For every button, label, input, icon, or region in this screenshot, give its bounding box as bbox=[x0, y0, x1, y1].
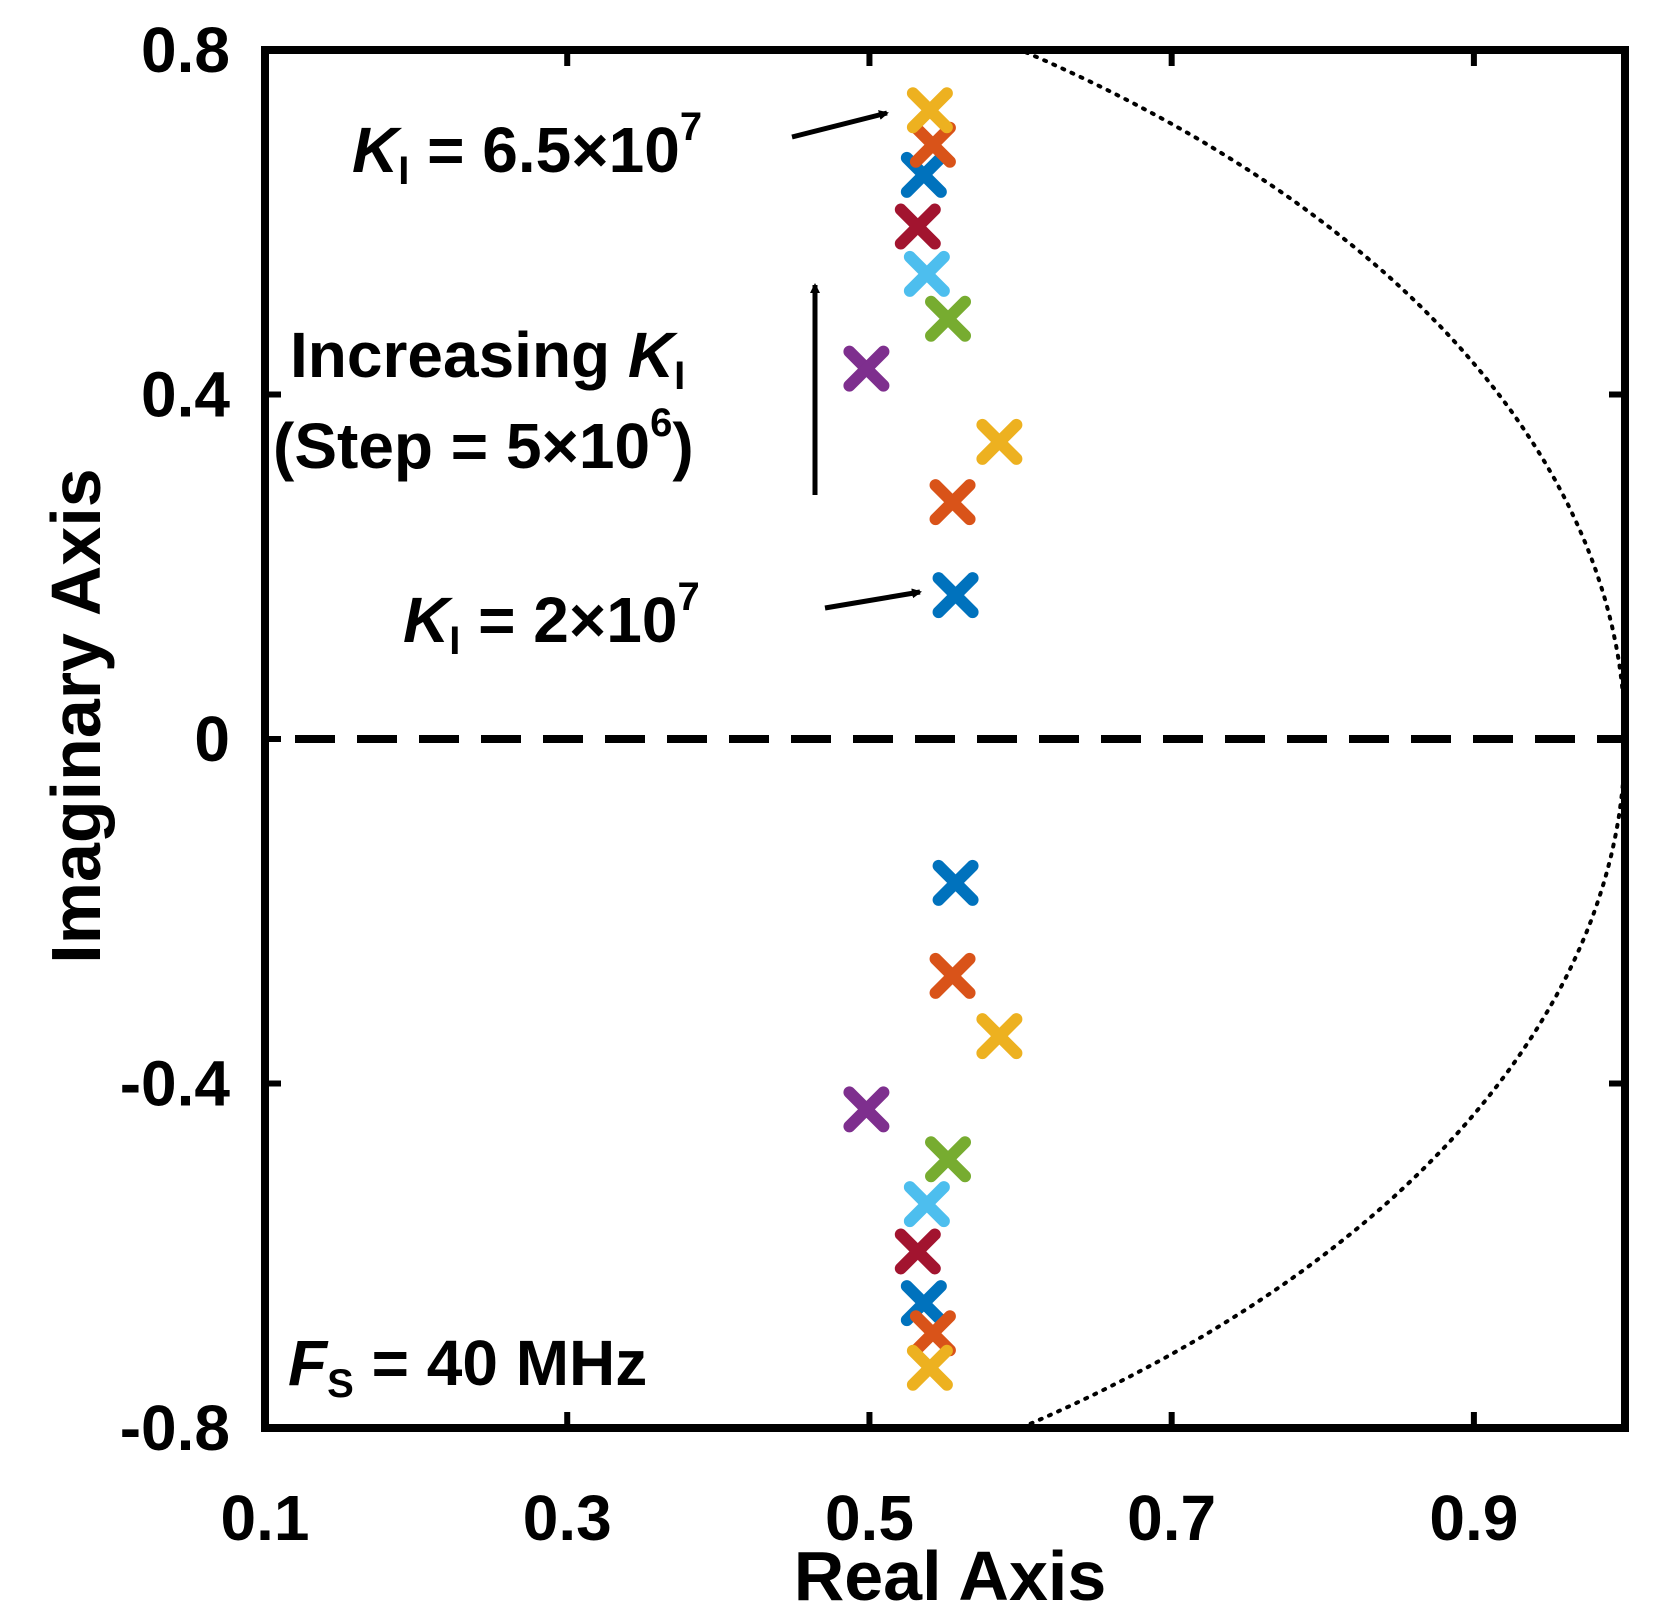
pole-marker bbox=[925, 1136, 972, 1183]
y-tick-label: -0.4 bbox=[120, 1048, 231, 1120]
pole-marker bbox=[903, 1181, 950, 1228]
annotation-increasing-line1: Increasing KI bbox=[290, 319, 685, 398]
x-tick-label: 0.3 bbox=[523, 1482, 612, 1554]
y-tick-label: 0 bbox=[194, 703, 230, 775]
x-tick-labels: 0.1 0.3 0.5 0.7 0.9 bbox=[221, 1482, 1519, 1554]
pole-marker bbox=[843, 345, 890, 392]
pole-marker bbox=[894, 203, 941, 250]
pole-marker bbox=[903, 250, 950, 297]
x-tick-label: 0.7 bbox=[1127, 1482, 1216, 1554]
y-tick-labels: -0.8 -0.4 0 0.4 0.8 bbox=[120, 14, 231, 1464]
pole-marker bbox=[906, 87, 953, 134]
pole-marker bbox=[929, 952, 976, 999]
pole-marker bbox=[843, 1086, 890, 1133]
annotation-increasing-line2: (Step = 5×106) bbox=[273, 401, 694, 482]
y-tick-label: -0.8 bbox=[120, 1392, 230, 1464]
x-axis-title: Real Axis bbox=[794, 1537, 1107, 1615]
y-axis-title: Imaginary Axis bbox=[37, 468, 115, 963]
x-tick-label: 0.1 bbox=[221, 1482, 310, 1554]
annotation-sampling-frequency: FS = 40 MHz bbox=[288, 1327, 647, 1406]
pole-marker bbox=[909, 1310, 956, 1357]
pole-marker bbox=[976, 418, 1023, 465]
pole-marker bbox=[976, 1013, 1023, 1060]
annotation-arrow-bottom bbox=[824, 588, 922, 611]
x-tick-label: 0.5 bbox=[825, 1482, 914, 1554]
plot-frame bbox=[261, 46, 1629, 1432]
annotation-arrow-top bbox=[791, 110, 889, 140]
x-tick-label: 0.9 bbox=[1429, 1482, 1518, 1554]
pole-markers bbox=[843, 87, 1023, 1391]
y-tick-label: 0.4 bbox=[141, 359, 230, 431]
y-tick-label: 0.8 bbox=[141, 14, 230, 86]
pole-marker bbox=[929, 479, 976, 526]
pole-marker bbox=[932, 572, 979, 619]
pole-marker bbox=[925, 295, 972, 342]
pole-marker bbox=[894, 1228, 941, 1275]
pole-marker bbox=[906, 1344, 953, 1391]
annotation-ki-bottom: KI = 2×107 bbox=[403, 575, 700, 663]
pole-marker bbox=[932, 859, 979, 906]
pole-marker bbox=[909, 121, 956, 168]
unit-circle-reference bbox=[1015, 50, 1625, 1428]
annotation-ki-top: KI = 6.5×107 bbox=[352, 105, 702, 193]
